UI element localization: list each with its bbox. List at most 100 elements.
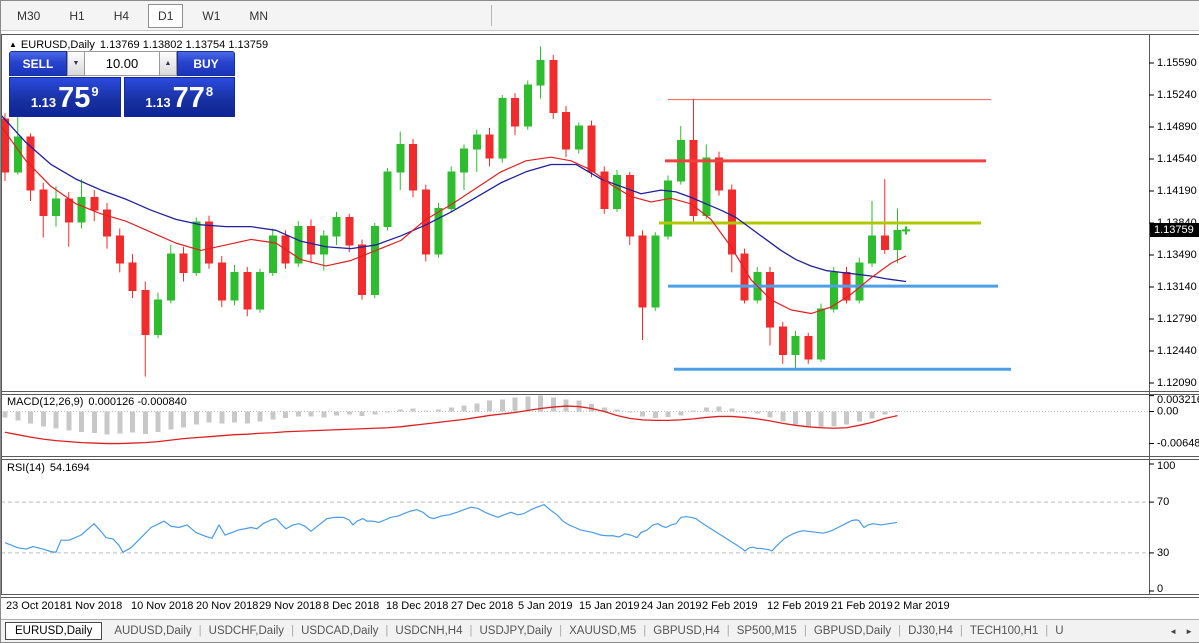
- tab-separator: |: [559, 625, 563, 637]
- macd-axis-label: -0.006485: [1157, 437, 1199, 449]
- macd-histogram-bar: [882, 411, 888, 415]
- tab-sp500-m15[interactable]: SP500,M15: [736, 625, 797, 637]
- timeframe-button-mn[interactable]: MN: [249, 8, 269, 23]
- macd-histogram-bar: [2, 411, 8, 418]
- ask-price-prefix: 1.13: [145, 95, 171, 110]
- date-axis-label: 21 Feb 2019: [831, 600, 893, 612]
- macd-signal-line: [4, 405, 898, 445]
- tab-u[interactable]: U: [1055, 625, 1064, 637]
- tab-usdjpy-daily[interactable]: USDJPY,Daily: [479, 625, 553, 637]
- tab-separator: |: [726, 625, 730, 637]
- timeframe-button-h4[interactable]: H4: [113, 8, 130, 23]
- macd-histogram-bar: [15, 411, 21, 421]
- date-axis-label: 12 Feb 2019: [767, 600, 829, 612]
- tab-usdcad-daily[interactable]: USDCAD,Daily: [301, 625, 379, 637]
- timeframe-button-d1[interactable]: D1: [148, 3, 184, 28]
- price-axis-label: 1.15240: [1157, 89, 1197, 101]
- candle-body: [103, 209, 111, 237]
- tab-eurusd-daily[interactable]: EURUSD,Daily: [5, 622, 103, 640]
- price-axis-label: 1.12090: [1157, 377, 1197, 389]
- macd-histogram-bar: [410, 408, 416, 412]
- macd-histogram-bar: [206, 411, 212, 423]
- candle-body: [383, 171, 392, 228]
- tab-usdchf-daily[interactable]: USDCHF,Daily: [208, 625, 285, 637]
- candle-body: [804, 335, 813, 360]
- date-axis-label: 2 Mar 2019: [894, 600, 950, 612]
- chart-title: ▲ EURUSD,Daily 1.13769 1.13802 1.13754 1.1…: [9, 39, 268, 51]
- toolbar-separator: [491, 5, 492, 26]
- macd-histogram-bar: [181, 411, 186, 428]
- date-axis-label: 1 Nov 2018: [66, 600, 122, 612]
- date-axis-label: 24 Jan 2019: [641, 600, 702, 612]
- macd-histogram-bar: [525, 396, 531, 412]
- macd-histogram-bar: [40, 411, 46, 427]
- collapse-arrow-icon[interactable]: ▲: [9, 40, 17, 49]
- macd-histogram-bar: [601, 407, 607, 412]
- tab-gbpusd-daily[interactable]: GBPUSD,Daily: [813, 625, 892, 637]
- macd-histogram-bar: [818, 411, 824, 428]
- macd-histogram-bar: [257, 411, 263, 422]
- tab-gbpusd-h4[interactable]: GBPUSD,H4: [653, 625, 720, 637]
- macd-histogram-bar: [640, 411, 645, 417]
- candle-body: [791, 335, 800, 356]
- current-price-tag: 1.13759: [1150, 223, 1199, 237]
- macd-axis-label: 0.00: [1157, 405, 1178, 417]
- chart-canvas[interactable]: 1.15590 1.15240 1.14890 1.14540 1.14190 1.13 8…: [1, 31, 1199, 621]
- moving-average-red: [1, 125, 907, 315]
- tab-separator: |: [385, 625, 389, 637]
- timeframe-button-w1[interactable]: W1: [202, 8, 221, 23]
- buy-button[interactable]: BUY: [177, 51, 235, 76]
- tab-scroll-right-icon[interactable]: ►: [1185, 627, 1193, 636]
- candle-body: [115, 235, 124, 264]
- timeframe-button-h1[interactable]: H1: [69, 8, 85, 23]
- macd-histogram-bar: [729, 408, 735, 412]
- candle-body: [154, 299, 162, 336]
- timeframe-button-m30[interactable]: M30: [17, 8, 41, 23]
- macd-histogram-bar: [53, 411, 59, 429]
- candle-body: [179, 253, 188, 273]
- macd-histogram-bar: [499, 399, 505, 412]
- macd-histogram-bar: [767, 411, 773, 418]
- tab-usdcnh-h4[interactable]: USDCNH,H4: [395, 625, 463, 637]
- candle-body: [511, 98, 519, 127]
- candle-body: [205, 221, 213, 264]
- tab-audusd-daily[interactable]: AUDUSD,Daily: [114, 625, 192, 637]
- volume-input[interactable]: 10.00: [85, 51, 159, 76]
- macd-histogram-bar: [219, 411, 225, 424]
- candle-body: [651, 235, 660, 308]
- candle-body: [26, 136, 35, 191]
- macd-histogram-bar: [270, 411, 276, 420]
- bid-price-main: 75: [58, 82, 91, 115]
- macd-histogram-bar: [66, 411, 72, 431]
- macd-histogram-bar: [397, 409, 403, 412]
- macd-histogram-bar: [716, 406, 722, 412]
- tab-tech100-h1[interactable]: TECH100,H1: [969, 625, 1039, 637]
- candle-body: [498, 98, 507, 159]
- moving-average-blue: [1, 114, 907, 283]
- macd-histogram-bar: [844, 411, 849, 425]
- bid-price-display[interactable]: 1.13 75 9: [9, 77, 121, 117]
- candle-body: [447, 171, 456, 209]
- candle-body: [345, 217, 354, 246]
- tab-xauusd-m5[interactable]: XAUUSD,M5: [569, 625, 637, 637]
- candle-body: [409, 143, 417, 191]
- sell-button[interactable]: SELL: [9, 51, 67, 76]
- tab-scroll-left-icon[interactable]: ◄: [1169, 627, 1178, 636]
- date-axis-label: 15 Jan 2019: [579, 600, 640, 612]
- price-axis-label: 1.13140: [1157, 281, 1197, 293]
- macd-histogram-bar: [678, 411, 684, 416]
- bid-price-pip: 9: [91, 84, 99, 99]
- candle-body: [396, 143, 405, 173]
- candle-body: [141, 290, 150, 336]
- chart-window: 1.15590 1.15240 1.14890 1.14540 1.14190 1.13 8…: [1, 31, 1199, 621]
- volume-decrease-button[interactable]: ▼: [67, 51, 85, 76]
- date-axis-label: 8 Dec 2018: [323, 600, 379, 612]
- volume-increase-button[interactable]: ▲: [159, 51, 177, 76]
- macd-histogram-bar: [168, 411, 174, 430]
- tab-dj30-h4[interactable]: DJ30,H4: [908, 625, 953, 637]
- ask-price-display[interactable]: 1.13 77 8: [123, 77, 235, 117]
- macd-histogram-bar: [91, 411, 97, 434]
- chart-symbol-label: EURUSD,Daily: [20, 39, 95, 51]
- macd-histogram-bar: [79, 411, 84, 433]
